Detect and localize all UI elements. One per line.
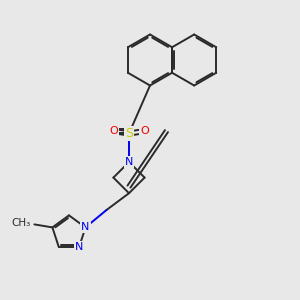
Text: N: N (81, 222, 90, 233)
Text: N: N (75, 242, 83, 252)
Text: O: O (109, 126, 118, 136)
Text: N: N (125, 157, 133, 167)
Text: CH₃: CH₃ (12, 218, 31, 228)
Text: S: S (125, 127, 133, 140)
Text: O: O (140, 126, 149, 136)
